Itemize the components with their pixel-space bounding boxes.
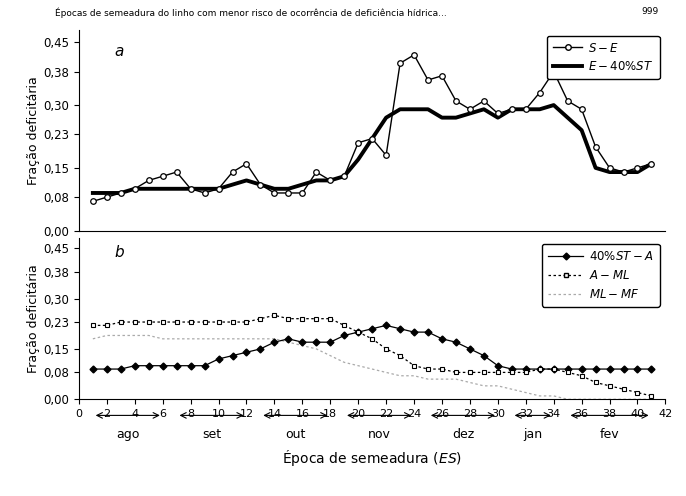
Text: jan: jan	[523, 429, 543, 441]
Text: Época de semeadura ($\it{ES}$): Época de semeadura ($\it{ES}$)	[282, 448, 462, 468]
Y-axis label: Fração deficitária: Fração deficitária	[27, 264, 40, 373]
Text: Épocas de semeadura do linho com menor risco de ocorrência de deficiência hídric: Épocas de semeadura do linho com menor r…	[55, 7, 447, 18]
Legend: $40\%ST - A$, $A - ML$, $ML - MF$: $40\%ST - A$, $A - ML$, $ML - MF$	[542, 244, 659, 307]
Text: ago: ago	[116, 429, 139, 441]
Text: fev: fev	[600, 429, 619, 441]
Text: dez: dez	[452, 429, 474, 441]
Text: 999: 999	[641, 7, 659, 16]
Y-axis label: Fração deficitária: Fração deficitária	[27, 76, 40, 185]
Text: out: out	[285, 429, 305, 441]
Legend: $S - E$, $E - 40\%ST$: $S - E$, $E - 40\%ST$	[547, 36, 659, 79]
Text: b: b	[114, 246, 123, 260]
Text: set: set	[202, 429, 221, 441]
Text: nov: nov	[368, 429, 390, 441]
Text: a: a	[114, 44, 123, 59]
